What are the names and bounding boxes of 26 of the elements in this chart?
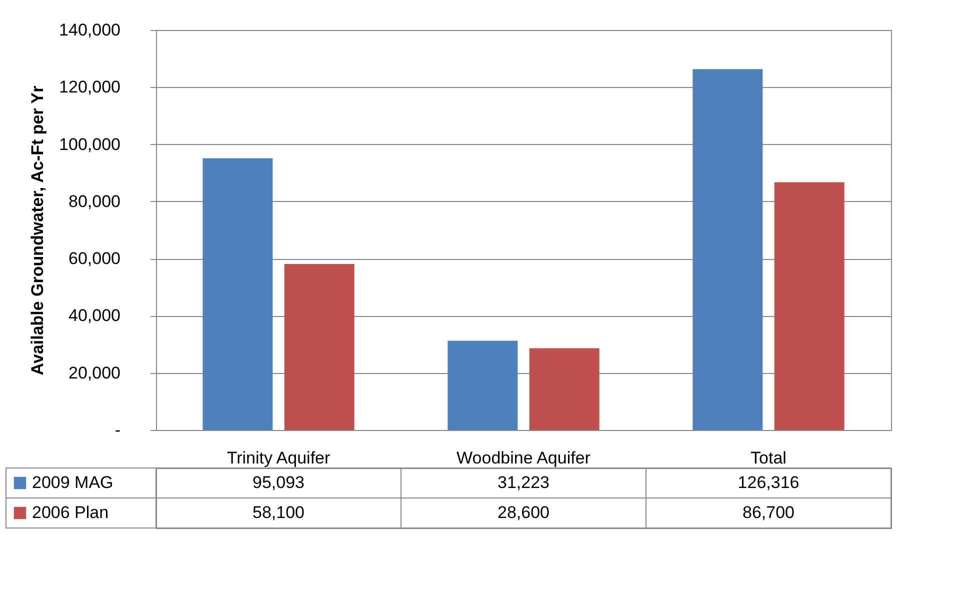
bar — [774, 182, 844, 430]
y-tick-label: 140,000 — [59, 20, 120, 40]
y-tick-label: 120,000 — [59, 78, 120, 97]
y-tick-label: 60,000 — [68, 249, 120, 268]
bar — [284, 264, 354, 430]
data-label: 58,100 — [252, 503, 304, 522]
bar — [202, 158, 273, 430]
y-axis-title: Available Groundwater, Ac-Ft per Yr — [28, 85, 48, 376]
data-label: 28,600 — [498, 503, 550, 522]
x-tick-label: Woodbine Aquifer — [456, 448, 591, 468]
y-tick-label: - — [114, 420, 120, 440]
bar — [692, 69, 763, 430]
y-tick-label: 100,000 — [59, 134, 120, 154]
y-tick-label: 80,000 — [68, 192, 120, 211]
bar — [529, 348, 600, 430]
bar — [448, 340, 518, 430]
x-tick-label: Trinity Aquifer — [226, 448, 330, 468]
data-label: 126,316 — [738, 473, 800, 492]
x-tick-label: Total — [750, 448, 786, 468]
data-label: 31,223 — [498, 473, 550, 492]
y-tick-label: 40,000 — [68, 306, 120, 326]
data-label: 86,700 — [742, 503, 794, 522]
legend-label: 2009 MAG — [32, 473, 114, 492]
legend-label: 2006 Plan — [32, 503, 109, 522]
y-tick-label: 20,000 — [68, 363, 120, 382]
data-label: 95,093 — [252, 473, 304, 492]
